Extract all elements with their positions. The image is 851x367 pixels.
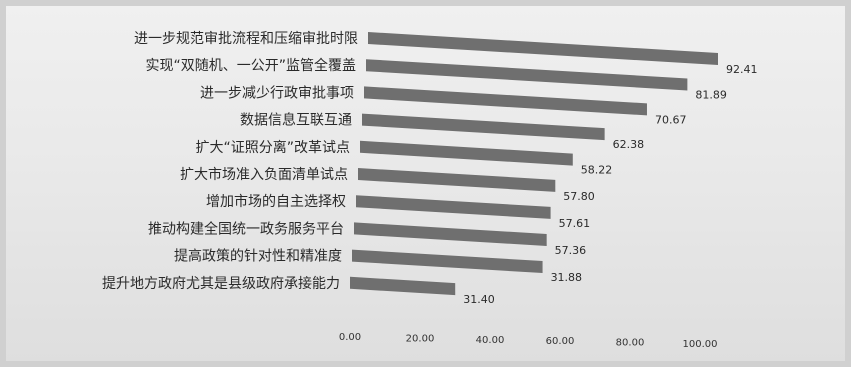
value-label: 57.80: [563, 190, 595, 203]
category-label: 进一步减少行政审批事项: [200, 85, 354, 101]
category-label: 进一步规范审批流程和压缩审批时限: [134, 30, 358, 47]
bar: [366, 59, 688, 91]
bar: [368, 32, 718, 65]
category-label: 提升地方政府尤其是县级政府承接能力: [102, 275, 340, 292]
category-label: 增加市场的自主选择权: [206, 193, 346, 210]
value-label: 31.40: [463, 293, 495, 306]
x-tick-label: 0.00: [339, 332, 361, 343]
value-label: 57.36: [555, 244, 587, 257]
value-label: 70.67: [655, 113, 687, 126]
value-label: 62.38: [613, 138, 645, 151]
x-tick-label: 100.00: [683, 339, 718, 350]
x-tick-label: 20.00: [406, 333, 435, 344]
bar: [354, 222, 547, 246]
bar: [352, 249, 543, 274]
bar: [364, 86, 647, 116]
category-label: 扩大“证照分离”改革试点: [195, 139, 350, 156]
bar: [362, 113, 605, 141]
category-label: 数据信息互联互通: [240, 112, 352, 129]
x-tick-label: 80.00: [616, 338, 645, 349]
value-label: 31.88: [551, 271, 583, 284]
bar: [358, 168, 556, 192]
bar: [356, 195, 551, 219]
value-label: 57.61: [559, 217, 591, 230]
category-label: 推动构建全国统一政务服务平台: [148, 220, 344, 237]
x-tick-label: 40.00: [476, 335, 505, 346]
category-label: 实现“双随机、一公开”监管全覆盖: [145, 57, 356, 74]
value-label: 92.41: [726, 63, 758, 76]
category-label: 提高政策的针对性和精准度: [174, 248, 342, 265]
x-tick-label: 60.00: [546, 336, 575, 347]
bar: [360, 140, 573, 166]
value-label: 58.22: [581, 164, 613, 177]
category-label: 扩大市场准入负面清单试点: [180, 166, 348, 183]
value-label: 81.89: [695, 88, 727, 101]
bar: [350, 276, 456, 296]
